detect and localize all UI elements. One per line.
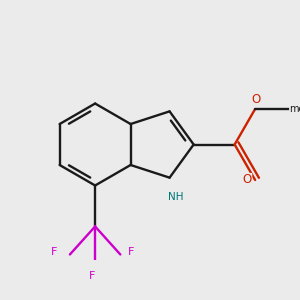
- Text: O: O: [242, 173, 252, 187]
- Text: F: F: [128, 247, 134, 256]
- Text: F: F: [51, 247, 58, 256]
- Text: O: O: [252, 93, 261, 106]
- Text: F: F: [89, 271, 95, 281]
- Text: NH: NH: [168, 192, 184, 202]
- Text: methyl: methyl: [290, 104, 300, 114]
